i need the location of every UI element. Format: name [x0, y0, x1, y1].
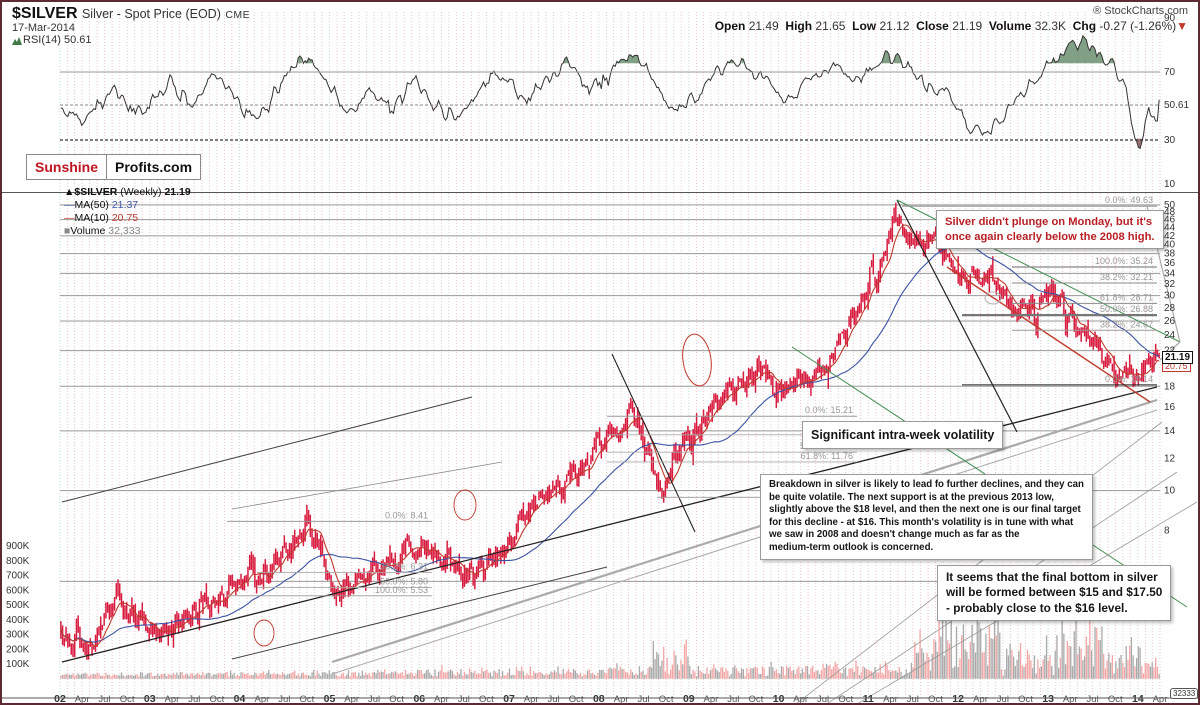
svg-text:30: 30 — [1164, 291, 1176, 302]
svg-text:Jul: Jul — [637, 694, 649, 705]
svg-text:800K: 800K — [6, 556, 30, 567]
svg-text:05: 05 — [324, 693, 336, 705]
svg-text:10: 10 — [773, 693, 785, 705]
svg-text:Jul: Jul — [727, 694, 739, 705]
svg-text:09: 09 — [683, 693, 695, 705]
svg-text:Apr: Apr — [434, 694, 449, 705]
svg-text:8: 8 — [1164, 525, 1170, 536]
svg-text:900K: 900K — [6, 541, 30, 552]
svg-text:38.2%: 6.31: 38.2%: 6.31 — [380, 561, 428, 571]
svg-text:Jul: Jul — [1087, 694, 1099, 705]
svg-text:Oct: Oct — [389, 694, 404, 705]
svg-text:Oct: Oct — [479, 694, 494, 705]
svg-text:02: 02 — [54, 693, 66, 705]
svg-text:200K: 200K — [6, 644, 30, 655]
svg-text:Apr: Apr — [164, 694, 179, 705]
svg-text:Apr: Apr — [524, 694, 539, 705]
svg-text:36: 36 — [1164, 258, 1176, 269]
svg-text:14: 14 — [1132, 693, 1144, 705]
svg-text:Apr: Apr — [1153, 694, 1168, 705]
svg-text:Apr: Apr — [793, 694, 808, 705]
svg-text:Jul: Jul — [817, 694, 829, 705]
svg-text:Oct: Oct — [210, 694, 225, 705]
svg-text:Apr: Apr — [704, 694, 719, 705]
svg-text:04: 04 — [234, 693, 246, 705]
svg-text:100.0%: 35.24: 100.0%: 35.24 — [1095, 256, 1153, 266]
svg-text:0.0%: 49.63: 0.0%: 49.63 — [1105, 195, 1153, 205]
svg-text:24: 24 — [1164, 330, 1176, 341]
svg-text:08: 08 — [593, 693, 605, 705]
svg-text:10: 10 — [1164, 486, 1176, 497]
svg-text:Oct: Oct — [928, 694, 943, 705]
svg-text:Oct: Oct — [120, 694, 135, 705]
svg-text:700K: 700K — [6, 571, 30, 582]
svg-text:Apr: Apr — [344, 694, 359, 705]
svg-text:34: 34 — [1164, 268, 1176, 279]
svg-text:Jul: Jul — [278, 694, 290, 705]
svg-text:11: 11 — [863, 693, 874, 705]
svg-text:500K: 500K — [6, 600, 30, 611]
svg-text:Apr: Apr — [883, 694, 898, 705]
svg-text:Oct: Oct — [749, 694, 764, 705]
svg-text:600K: 600K — [6, 585, 30, 596]
svg-text:Apr: Apr — [973, 694, 988, 705]
svg-text:100K: 100K — [6, 659, 30, 670]
svg-text:Jul: Jul — [458, 694, 470, 705]
svg-text:16: 16 — [1164, 402, 1176, 413]
svg-text:50.0%: 26.88: 50.0%: 26.88 — [1100, 304, 1153, 314]
svg-text:07: 07 — [503, 693, 515, 705]
svg-text:0.0%: 18.14: 0.0%: 18.14 — [1105, 374, 1153, 384]
svg-text:Jul: Jul — [98, 694, 110, 705]
svg-text:32: 32 — [1164, 279, 1176, 290]
svg-text:Apr: Apr — [75, 694, 90, 705]
svg-text:Jul: Jul — [547, 694, 559, 705]
svg-text:Oct: Oct — [300, 694, 315, 705]
svg-text:38.2%: 32.21: 38.2%: 32.21 — [1100, 272, 1153, 282]
svg-text:Apr: Apr — [614, 694, 629, 705]
svg-text:12: 12 — [952, 693, 964, 705]
svg-text:300K: 300K — [6, 630, 30, 641]
svg-text:03: 03 — [144, 693, 156, 705]
svg-text:38.2%: 24.67: 38.2%: 24.67 — [1100, 319, 1153, 329]
svg-text:400K: 400K — [6, 615, 30, 626]
svg-text:0.0%: 8.41: 0.0%: 8.41 — [385, 510, 428, 520]
svg-text:Apr: Apr — [255, 694, 270, 705]
svg-text:Jul: Jul — [188, 694, 200, 705]
svg-text:Oct: Oct — [659, 694, 674, 705]
svg-text:13: 13 — [1042, 693, 1054, 705]
svg-text:28: 28 — [1164, 303, 1176, 314]
svg-text:Apr: Apr — [1063, 694, 1078, 705]
svg-text:50: 50 — [1164, 200, 1176, 211]
svg-text:100.0%: 5.53: 100.0%: 5.53 — [375, 585, 428, 595]
svg-text:12: 12 — [1164, 453, 1176, 464]
svg-text:61.8%: 28.71: 61.8%: 28.71 — [1100, 292, 1153, 302]
svg-text:Oct: Oct — [569, 694, 584, 705]
svg-text:Oct: Oct — [1108, 694, 1123, 705]
svg-text:Oct: Oct — [1018, 694, 1033, 705]
svg-text:Jul: Jul — [907, 694, 919, 705]
svg-text:0.0%: 15.21: 0.0%: 15.21 — [805, 405, 853, 415]
svg-text:18: 18 — [1164, 381, 1176, 392]
svg-text:14: 14 — [1164, 426, 1176, 437]
svg-text:06: 06 — [413, 693, 425, 705]
svg-text:Oct: Oct — [838, 694, 853, 705]
svg-text:Jul: Jul — [368, 694, 380, 705]
svg-text:26: 26 — [1164, 316, 1176, 327]
svg-text:Jul: Jul — [997, 694, 1009, 705]
svg-text:61.8%: 11.76: 61.8%: 11.76 — [801, 451, 853, 461]
